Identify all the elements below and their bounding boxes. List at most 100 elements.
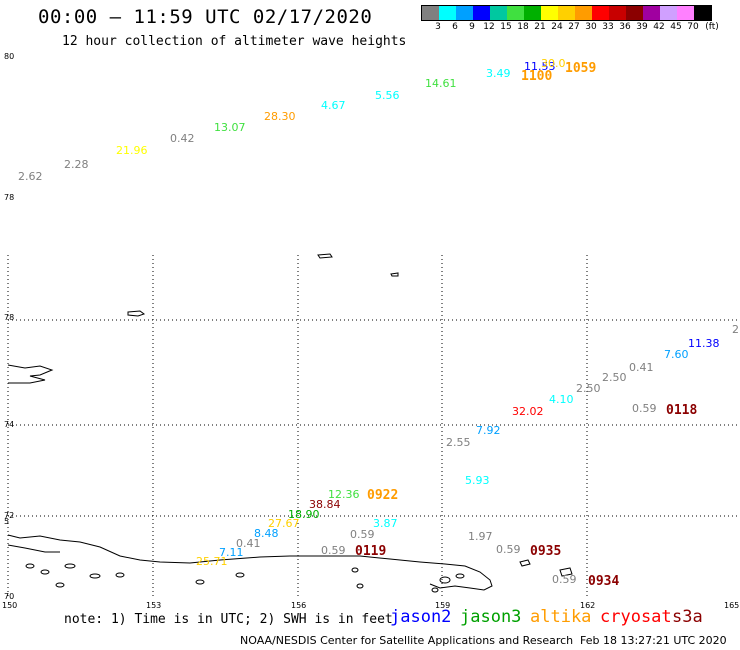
axis-labels: 80 78 78 74 72 5 70 150 153 156 159 162 … — [2, 52, 739, 610]
credit-line: NOAA/NESDIS Center for Satellite Applica… — [240, 634, 574, 647]
satellite-jason3: jason3 — [460, 607, 522, 627]
pass-time-label: 1100 — [521, 69, 552, 84]
legend-swatch — [677, 6, 694, 20]
swh-label: 12.36 — [328, 488, 360, 501]
swh-label: 14.61 — [425, 77, 457, 90]
footer-note: note: 1) Time is in UTC; 2) SWH is in fe… — [64, 612, 393, 627]
legend-swatch — [473, 6, 490, 20]
swh-label: 3.87 — [373, 517, 398, 530]
swh-label: 2.50 — [602, 371, 627, 384]
swh-label: 3.49 — [486, 67, 511, 80]
swh-label: 0.59 — [350, 528, 375, 541]
swh-label: 5.56 — [375, 89, 400, 102]
lake — [235, 572, 245, 578]
island-small-3 — [390, 272, 399, 277]
island-small-5 — [559, 567, 573, 577]
legend-swatch — [490, 6, 507, 20]
lon-label: 150 — [2, 601, 17, 610]
legend-swatch — [643, 6, 660, 20]
coastline — [7, 253, 573, 591]
pass-time-label: 0935 — [530, 544, 561, 559]
legend-tick-label: 42 — [653, 22, 665, 32]
satellite-altika: altika — [530, 607, 592, 627]
legend-tick-label: 45 — [670, 22, 682, 32]
page-subtitle: 12 hour collection of altimeter wave hei… — [62, 34, 407, 49]
legend-swatch — [507, 6, 524, 20]
lat-label: 78 — [4, 193, 14, 202]
coast-segment-west — [7, 544, 60, 553]
lon-label: 153 — [146, 601, 161, 610]
lake — [64, 563, 76, 569]
pass-time-label: 0922 — [367, 488, 398, 503]
swh-label: 7.11 — [219, 546, 244, 559]
page-title: 00:00 – 11:59 UTC 02/17/2020 — [38, 6, 373, 28]
pass-time-label: 1059 — [565, 61, 596, 76]
legend-swatch — [456, 6, 473, 20]
legend-swatch — [626, 6, 643, 20]
lat-label: 72 — [4, 511, 14, 520]
lake — [455, 573, 465, 579]
swh-label: 21.96 — [116, 144, 148, 157]
legend-swatch — [439, 6, 456, 20]
swh-label: 7.60 — [664, 348, 689, 361]
satellite-cryosat: cryosat — [600, 607, 672, 627]
legend-tick-label: 27 — [568, 22, 580, 32]
pass-time-label: 0934 — [588, 574, 619, 589]
swh-label: 0.59 — [552, 573, 577, 586]
swh-label: 11.53 — [524, 60, 556, 73]
lake — [195, 579, 205, 585]
time-labels: 1100 1059 0118 0922 0119 0935 0934 — [355, 61, 697, 589]
swh-label: 27.67 — [268, 517, 300, 530]
lat-partial-label: 5 — [4, 517, 9, 526]
lake — [55, 582, 65, 588]
swh-label: 2. — [732, 323, 740, 336]
swh-label: 13.07 — [214, 121, 246, 134]
swh-label: 0.41 — [236, 537, 261, 550]
swh-label: 38.84 — [309, 498, 341, 511]
lon-label: 162 — [580, 601, 595, 610]
legend-tick-label: 30 — [585, 22, 597, 32]
lake — [25, 563, 35, 569]
lon-label: 156 — [291, 601, 306, 610]
lat-label: 80 — [4, 52, 14, 61]
swh-label: 2.62 — [18, 170, 43, 183]
legend-ticks: 3 6 9 12 15 18 21 24 27 30 33 36 39 42 45 70 (ft) — [421, 21, 719, 33]
island-small-2 — [317, 253, 333, 259]
satellite-jason2: jason2 — [390, 607, 452, 627]
legend-tick-label: 36 — [619, 22, 631, 32]
lakes — [25, 563, 465, 593]
lake — [356, 583, 364, 589]
swh-label: 4.67 — [321, 99, 346, 112]
swh-labels: 2.62 2.28 21.96 0.42 13.07 28.30 4.67 5.56 14.61… — [18, 57, 740, 586]
lon-label: 165 — [724, 601, 739, 610]
legend-swatch — [541, 6, 558, 20]
swh-label: 1.97 — [468, 530, 493, 543]
color-legend: 3 6 9 12 15 18 21 24 27 30 33 36 39 42 45 70 (ft) — [421, 5, 719, 33]
swh-label: 2.50 — [576, 382, 601, 395]
swh-label: 4.10 — [549, 393, 574, 406]
lake — [40, 569, 50, 575]
swh-label: 18.90 — [288, 508, 320, 521]
legend-swatch — [558, 6, 575, 20]
north-coast-path — [7, 534, 493, 591]
lake — [439, 576, 451, 584]
swh-label: 25.71 — [196, 555, 228, 568]
island-small-1 — [127, 310, 146, 317]
legend-swatch — [609, 6, 626, 20]
swh-label: 0.59 — [632, 402, 657, 415]
generation-timestamp: Feb 18 13:27:21 UTC 2020 — [580, 634, 727, 647]
lon-label: 159 — [435, 601, 450, 610]
swh-label: 0.42 — [170, 132, 195, 145]
lake — [431, 587, 439, 593]
pass-time-label: 0119 — [355, 544, 386, 559]
legend-tick-label: 6 — [452, 22, 458, 32]
swh-label: 8.48 — [254, 527, 279, 540]
legend-tick-label: 12 — [483, 22, 495, 32]
legend-tick-label: 33 — [602, 22, 614, 32]
swh-label: 32.02 — [512, 405, 544, 418]
lat-label: 74 — [4, 420, 14, 429]
legend-tick-label: 9 — [469, 22, 475, 32]
lat-label: 78 — [4, 313, 14, 322]
